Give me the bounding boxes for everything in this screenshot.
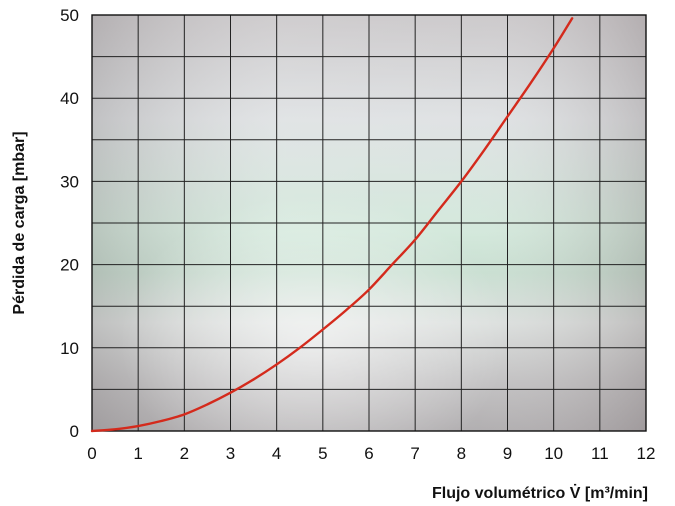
y-tick-label: 0 bbox=[70, 422, 79, 441]
x-tick-label: 9 bbox=[503, 444, 512, 463]
x-tick-label: 11 bbox=[591, 444, 609, 463]
series-layer bbox=[90, 17, 574, 433]
y-tick-label: 10 bbox=[60, 339, 79, 358]
x-tick-label: 4 bbox=[272, 444, 281, 463]
series-line-1 bbox=[90, 17, 574, 433]
y-tick-label: 40 bbox=[60, 89, 79, 108]
plot-frame bbox=[91, 14, 647, 432]
x-tick-label: 1 bbox=[133, 444, 142, 463]
y-tick-label: 20 bbox=[60, 256, 79, 275]
x-tick-labels: 0 1 2 3 4 5 6 7 8 9 10 11 12 bbox=[87, 444, 655, 463]
x-tick-label: 0 bbox=[87, 444, 96, 463]
x-tick-label: 8 bbox=[457, 444, 466, 463]
x-tick-label: 10 bbox=[544, 444, 563, 463]
y-axis-title: Pérdida de carga [mbar] bbox=[11, 131, 28, 314]
x-tick-label: 2 bbox=[180, 444, 189, 463]
y-tick-label: 50 bbox=[60, 6, 79, 25]
y-tick-label: 30 bbox=[60, 172, 79, 191]
x-tick-label: 7 bbox=[410, 444, 419, 463]
x-tick-label: 12 bbox=[637, 444, 656, 463]
x-axis-title: Flujo volumétrico V̇ [m³/min] bbox=[432, 484, 648, 502]
x-tick-label: 3 bbox=[226, 444, 235, 463]
x-tick-label: 6 bbox=[364, 444, 373, 463]
x-tick-label: 5 bbox=[318, 444, 327, 463]
grid bbox=[92, 15, 646, 431]
y-tick-labels: 0 10 20 30 40 50 bbox=[60, 6, 79, 441]
